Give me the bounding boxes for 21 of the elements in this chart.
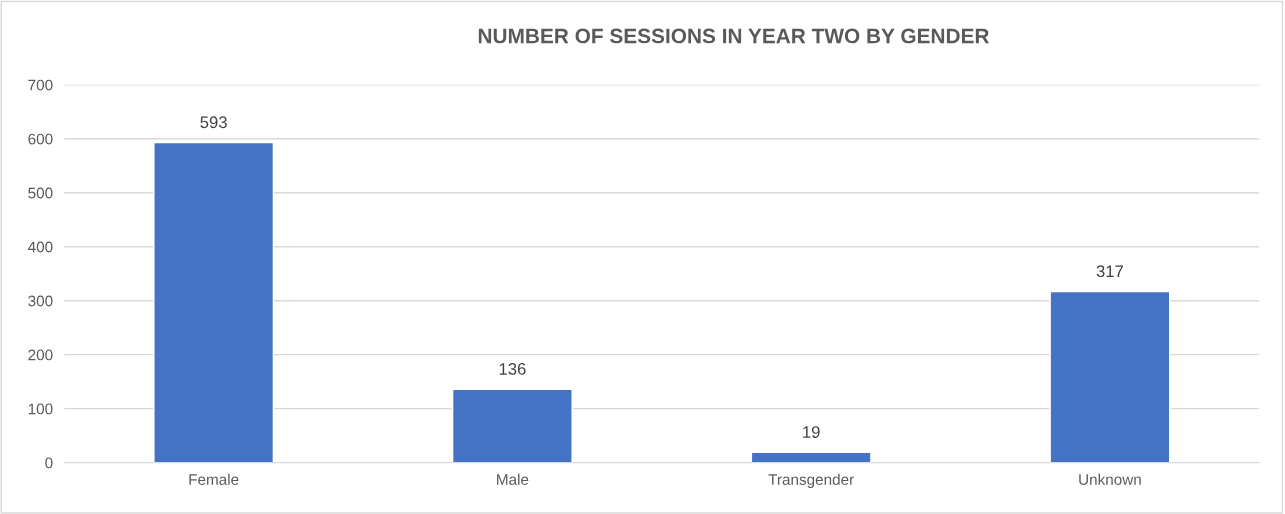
y-tick-label: 600 xyxy=(28,133,53,145)
bar xyxy=(750,451,872,463)
y-tick-label: 100 xyxy=(28,403,53,415)
data-label: 593 xyxy=(200,116,227,129)
bar xyxy=(451,388,573,463)
x-tick-label: Unknown xyxy=(1079,473,1141,485)
x-tick-label: Male xyxy=(497,473,529,485)
y-tick-label: 0 xyxy=(45,457,53,469)
bar xyxy=(153,141,275,463)
y-tick-label: 500 xyxy=(28,187,53,199)
bar xyxy=(1049,290,1171,463)
y-tick-label: 200 xyxy=(28,349,53,361)
y-tick-label: 400 xyxy=(28,241,53,253)
data-label: 317 xyxy=(1096,265,1123,278)
y-tick-label: 700 xyxy=(28,79,53,91)
x-tick-label: Female xyxy=(189,473,239,485)
y-tick-label: 300 xyxy=(28,295,53,307)
data-label: 136 xyxy=(499,362,526,375)
x-tick-label: Transgender xyxy=(768,473,854,488)
data-label: 19 xyxy=(803,426,820,438)
chart-title: NUMBER OF SESSIONS IN YEAR TWO BY GENDER xyxy=(478,28,990,44)
